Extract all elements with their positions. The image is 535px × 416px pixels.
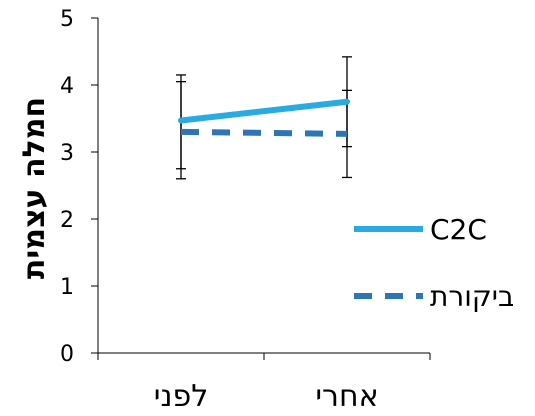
y-tick-label: 4 bbox=[60, 74, 74, 99]
legend: C2C ביקורת bbox=[354, 213, 514, 313]
y-axis: 0 1 2 3 4 5 bbox=[60, 7, 99, 367]
x-category-label: לפני bbox=[154, 379, 209, 414]
series-line bbox=[178, 98, 350, 124]
x-category-label: אחרי bbox=[315, 379, 378, 414]
y-tick-label: 3 bbox=[60, 141, 74, 166]
y-tick-label: 1 bbox=[60, 275, 74, 300]
legend-label: C2C bbox=[430, 213, 487, 246]
y-tick-label: 2 bbox=[60, 208, 74, 233]
series-line bbox=[180, 128, 348, 137]
y-tick-label: 0 bbox=[60, 342, 74, 367]
y-axis-label: חמלה עצמית bbox=[17, 97, 52, 279]
legend-label: ביקורת bbox=[430, 280, 514, 313]
series-lines bbox=[178, 98, 350, 137]
error-bars bbox=[176, 56, 352, 180]
y-tick-label: 5 bbox=[60, 7, 74, 32]
x-axis: לפני אחרי bbox=[97, 352, 431, 414]
